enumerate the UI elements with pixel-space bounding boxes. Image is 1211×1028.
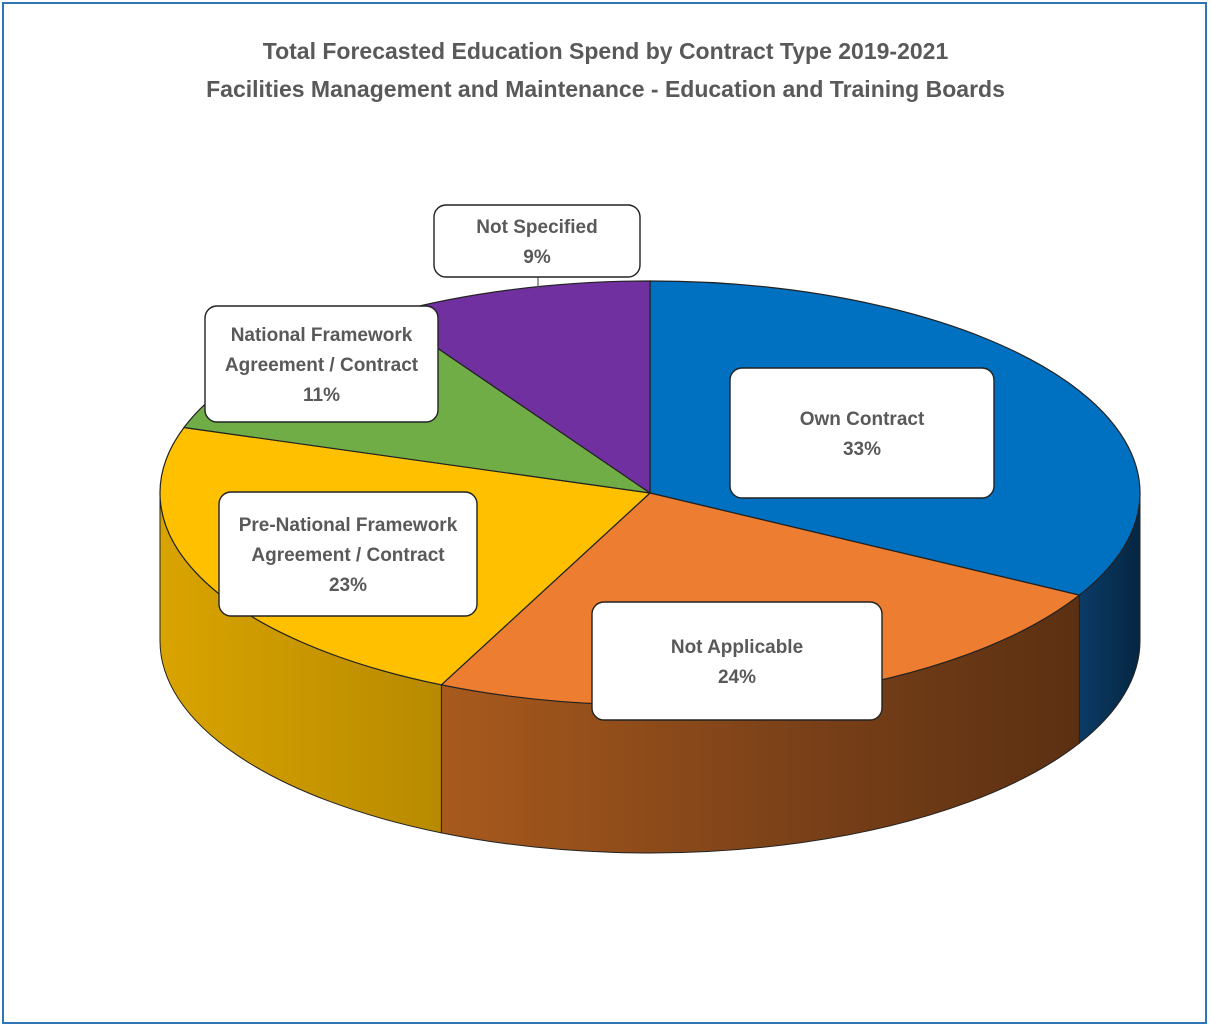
data-label-text-pre: Pre-National Framework — [239, 515, 458, 536]
data-label-box-own — [729, 367, 995, 499]
data-label-value-pre: 23% — [329, 575, 367, 596]
data-label-nfa: National Framework Agreement / Contract 11… — [204, 305, 439, 423]
data-label-own: Own Contract 33% — [729, 367, 995, 499]
data-label-text-nfa: National Framework — [231, 325, 413, 346]
data-label-text-na: Not Applicable — [671, 637, 803, 658]
data-label-pre: Pre-National Framework Agreement / Contra… — [218, 491, 478, 617]
pie-label-layer: Own Contract 33% Not Applicable 24% Pre-Nati… — [204, 204, 995, 721]
data-label-value-na: 24% — [718, 667, 756, 688]
data-label-box-ns — [433, 204, 641, 278]
data-label-text-own: Own Contract — [800, 409, 925, 430]
data-label-text-ns: Not Specified — [476, 217, 597, 238]
chart-subtitle: Facilities Management and Maintenance - … — [206, 76, 1005, 102]
data-label-na: Not Applicable 24% — [591, 601, 883, 721]
data-label-value-nfa: 11% — [303, 385, 340, 406]
data-label-box-pre — [218, 491, 478, 617]
data-label-ns: Not Specified 9% — [433, 204, 641, 278]
chart-title: Total Forecasted Education Spend by Cont… — [262, 38, 949, 64]
data-label-box-nfa — [204, 305, 439, 423]
chart-title-block: Total Forecasted Education Spend by Cont… — [0, 32, 1211, 108]
data-label-value-ns: 9% — [523, 247, 551, 268]
data-label-value-own: 33% — [843, 439, 881, 460]
data-label-box-na — [591, 601, 883, 721]
data-label-text-pre: Agreement / Contract — [251, 545, 445, 566]
data-label-text-nfa: Agreement / Contract — [225, 355, 419, 376]
